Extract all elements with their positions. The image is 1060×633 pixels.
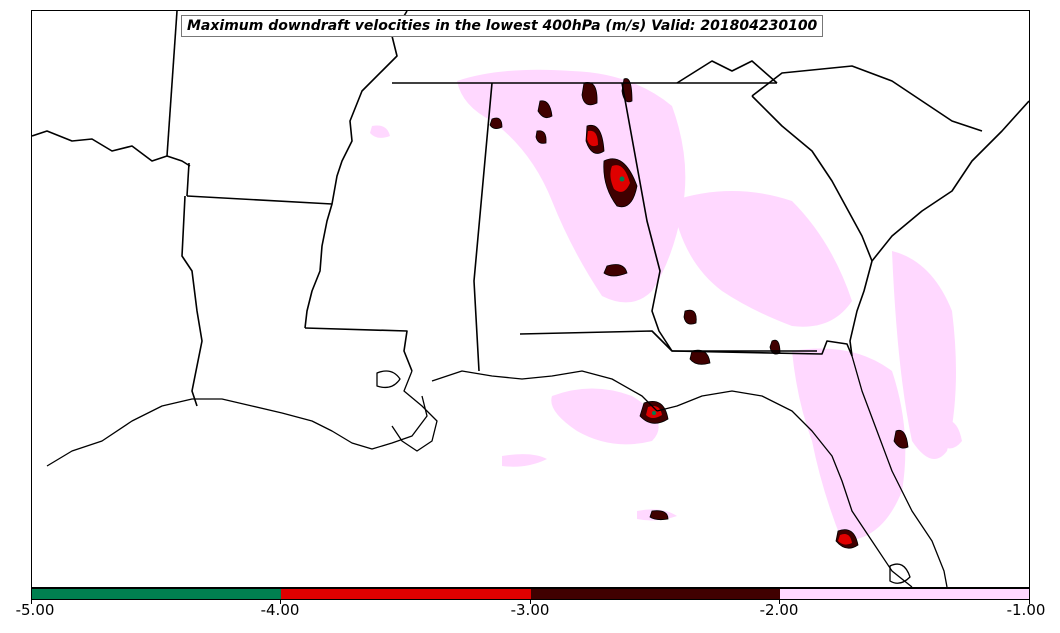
arkansas-texas-border bbox=[186, 162, 190, 197]
colorbar-label: -5.00 bbox=[15, 601, 55, 619]
colorbar-label: -4.00 bbox=[260, 601, 300, 619]
lake-pontchartrain bbox=[376, 370, 401, 389]
red-core-4 bbox=[838, 534, 852, 545]
louisiana-delta bbox=[391, 370, 438, 452]
colorbar-tick bbox=[1029, 600, 1030, 604]
dark-cell-6 bbox=[535, 130, 547, 144]
texas-oklahoma-border bbox=[32, 130, 191, 167]
state-boundaries bbox=[32, 11, 1029, 407]
mississippi-alabama-coast bbox=[431, 370, 658, 412]
gulf-coastline bbox=[46, 355, 948, 587]
downdraft-green-cores bbox=[619, 176, 656, 415]
colorbar-tick bbox=[31, 600, 32, 604]
colorbar-bin-dark bbox=[530, 589, 780, 599]
dark-cell-8 bbox=[603, 264, 628, 277]
green-core-1 bbox=[619, 176, 625, 182]
light-region-georgia bbox=[672, 191, 852, 327]
green-core-2 bbox=[652, 411, 656, 415]
colorbar-tick bbox=[530, 600, 531, 604]
colorbar-bin-red bbox=[281, 589, 531, 599]
louisiana-texas-border bbox=[181, 195, 203, 407]
tennessee-north-carolina-border bbox=[676, 60, 778, 84]
dark-cell-11 bbox=[769, 339, 781, 355]
dark-cell-15 bbox=[893, 429, 909, 449]
colorbar bbox=[31, 588, 1030, 600]
light-region-florida bbox=[792, 348, 906, 541]
dark-cell-1 bbox=[489, 117, 503, 129]
map-canvas bbox=[32, 11, 1029, 587]
alabama-georgia-border bbox=[621, 82, 673, 352]
dark-cell-14 bbox=[649, 510, 669, 521]
light-region-streak-1 bbox=[502, 454, 547, 467]
georgia-south-carolina-border bbox=[751, 95, 873, 262]
florida-east-coast bbox=[851, 355, 948, 587]
colorbar-tick bbox=[280, 600, 281, 604]
mississippi-alabama-border bbox=[473, 82, 493, 372]
downdraft-light-field bbox=[370, 69, 962, 541]
oklahoma-arkansas-border bbox=[166, 11, 178, 157]
georgia-coast bbox=[849, 260, 873, 357]
louisiana-mississippi-border bbox=[304, 327, 413, 372]
red-core-2 bbox=[587, 130, 598, 147]
map-panel bbox=[31, 10, 1030, 588]
colorbar-bin-green bbox=[32, 589, 282, 599]
colorbar-label: -1.00 bbox=[1006, 601, 1046, 619]
colorbar-tick bbox=[779, 600, 780, 604]
map-title: Maximum downdraft velocities in the lowe… bbox=[181, 15, 824, 37]
georgia-florida-border bbox=[671, 340, 853, 357]
florida-panhandle-coast bbox=[656, 390, 913, 587]
arkansas-louisiana-border bbox=[186, 195, 333, 205]
south-carolina-coast bbox=[871, 100, 1029, 262]
colorbar-bin-light bbox=[779, 589, 1029, 599]
light-region-alabama bbox=[457, 69, 686, 303]
light-region-gulf bbox=[551, 388, 659, 445]
dark-cell-2 bbox=[537, 100, 553, 119]
carolinas-border bbox=[751, 65, 983, 132]
texas-coast bbox=[46, 395, 428, 467]
colorbar-label: -2.00 bbox=[759, 601, 799, 619]
mississippi-river bbox=[304, 11, 408, 329]
dark-cell-9 bbox=[683, 309, 697, 325]
light-region-streak-3 bbox=[937, 420, 962, 449]
colorbar-label: -3.00 bbox=[510, 601, 550, 619]
lake-okeechobee bbox=[889, 563, 911, 584]
light-region-east-coast bbox=[892, 251, 956, 459]
light-region-streak-4 bbox=[370, 125, 390, 138]
alabama-florida-border bbox=[519, 330, 817, 352]
